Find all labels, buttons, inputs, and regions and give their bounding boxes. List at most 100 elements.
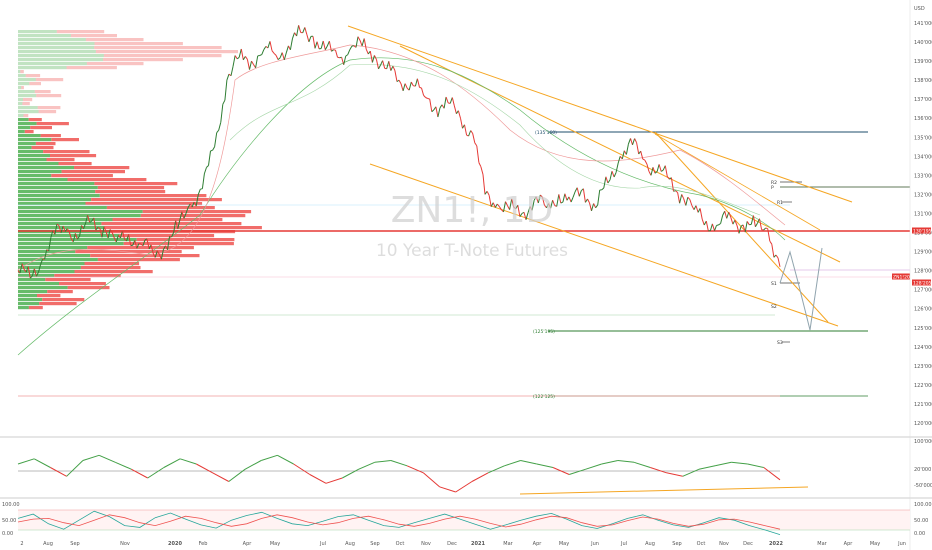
x-tick-label: Aug — [345, 541, 355, 547]
price-segment — [640, 150, 644, 160]
price-segment — [541, 196, 545, 206]
price-segment — [482, 174, 486, 195]
volume-bar-buy — [18, 214, 141, 218]
volume-bar-sell — [25, 74, 41, 78]
price-segment — [486, 191, 490, 196]
channel-mid-line — [399, 45, 841, 263]
volume-bar-sell — [56, 30, 105, 34]
volume-bar-sell — [36, 94, 62, 98]
price-segment — [705, 221, 709, 231]
price-segment — [630, 138, 633, 146]
volume-bar-buy — [18, 178, 68, 182]
oscillator-1-panel: 100'000 20'000 -50'000 — [17, 439, 932, 495]
osc1-segment — [82, 454, 100, 461]
volume-bar-buy — [18, 50, 96, 54]
price-segment — [89, 220, 92, 223]
x-tick-label: Aug — [43, 541, 53, 547]
y-tick-label: 138'000 — [914, 78, 932, 84]
volume-bar-buy — [18, 82, 30, 86]
price-segment — [681, 194, 685, 199]
price-segment — [238, 48, 242, 58]
volume-bar-buy — [18, 34, 71, 38]
price-badge — [912, 279, 931, 286]
osc1-segment — [439, 486, 456, 493]
price-segment — [331, 49, 334, 52]
price-segment — [134, 240, 138, 249]
volume-bar-buy — [18, 38, 86, 42]
price-segment — [136, 243, 140, 249]
volume-bar-sell — [106, 206, 215, 210]
price-segment — [535, 196, 539, 204]
price-segment — [625, 144, 629, 155]
price-segment — [548, 203, 552, 209]
price-segment — [724, 210, 728, 219]
price-segment — [343, 55, 347, 65]
price-segment — [611, 171, 615, 178]
price-segment — [189, 203, 193, 208]
price-segment — [62, 225, 66, 232]
price-segment — [206, 165, 209, 168]
osc1-segment — [33, 458, 51, 468]
pivot-label: R2 — [771, 180, 777, 186]
price-segment — [589, 202, 592, 212]
volume-bar-sell — [86, 62, 144, 66]
volume-bar-buy — [18, 246, 88, 250]
price-segment — [714, 225, 717, 231]
price-segment — [126, 234, 130, 242]
volume-bar-buy — [18, 126, 31, 130]
price-segment — [222, 99, 226, 105]
volume-bar-buy — [18, 46, 95, 50]
price-segment — [427, 98, 430, 100]
time-axis: 2 Aug Sep Nov 2020 Feb Apr May Jul Aug Sep Oct Nov De… — [20, 541, 906, 547]
price-segment — [249, 60, 252, 70]
price-segment — [650, 167, 654, 176]
volume-bar-sell — [95, 50, 239, 54]
volume-bar-sell — [28, 306, 43, 310]
price-segment — [191, 201, 195, 208]
volume-bar-sell — [29, 82, 41, 86]
volume-bar-buy — [18, 130, 25, 134]
price-segment — [386, 61, 390, 69]
price-segment — [181, 211, 185, 219]
price-segment — [613, 172, 617, 178]
volume-bar-buy — [18, 262, 85, 266]
level-label: (122'125) — [533, 394, 555, 400]
level-label: (135'160) — [535, 130, 557, 136]
volume-bar-buy — [18, 134, 41, 138]
price-segment — [711, 223, 715, 231]
price-segment — [208, 150, 211, 166]
y-tick-label: 140'000 — [914, 40, 932, 46]
osc1-segment — [666, 472, 683, 477]
price-segment — [402, 83, 406, 92]
price-segment — [666, 176, 670, 180]
price-segment — [505, 201, 509, 207]
price-segment — [312, 36, 316, 49]
price-segment — [347, 49, 351, 55]
price-segment — [517, 205, 521, 217]
price-segment — [416, 78, 420, 88]
price-segment — [279, 52, 283, 58]
price-segment — [99, 228, 103, 238]
price-segment — [177, 219, 181, 229]
y-tick-label: 128'000 — [914, 269, 932, 275]
osc2-line — [17, 514, 781, 530]
price-segment — [156, 250, 160, 255]
price-segment — [404, 83, 408, 89]
x-tick-label: Sep — [370, 541, 379, 547]
price-segment — [476, 145, 480, 163]
volume-bar-buy — [18, 94, 37, 98]
price-segment — [216, 129, 220, 134]
price-segment — [380, 60, 384, 66]
y-tick-label: 136'000 — [914, 116, 932, 122]
x-tick-label: Sep — [672, 541, 681, 547]
osc1-segment — [50, 467, 67, 477]
y-tick-label: 120'000 — [914, 421, 932, 427]
y-tick-label: 135'000 — [914, 135, 932, 141]
volume-bar-sell — [24, 130, 34, 134]
price-segment — [261, 49, 265, 55]
price-segment — [728, 211, 732, 218]
volume-bar-buy — [18, 286, 68, 290]
price-segment — [472, 133, 476, 144]
volume-bar-buy — [18, 222, 102, 226]
price-segment — [597, 190, 601, 205]
